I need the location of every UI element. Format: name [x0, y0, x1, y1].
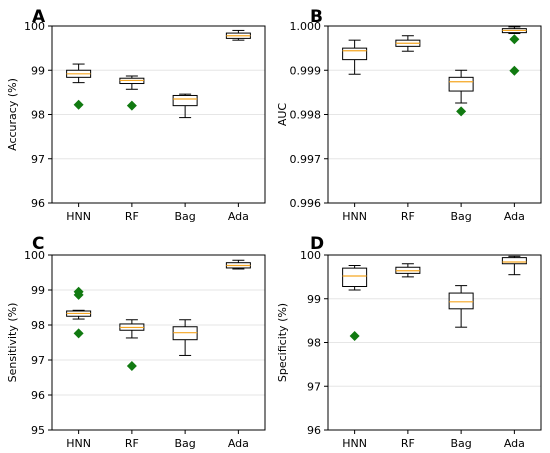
x-tick-label: HNN — [66, 437, 91, 450]
x-tick-label: Bag — [174, 210, 195, 223]
box-hnn — [66, 286, 92, 339]
y-tick-label: 100 — [300, 249, 321, 262]
box-rf — [395, 263, 421, 278]
outlier-marker — [73, 328, 84, 339]
panel-letter: B — [310, 7, 323, 27]
y-tick-label: 0.996 — [290, 197, 322, 210]
outlier-marker — [73, 99, 84, 110]
x-tick-label: Bag — [450, 210, 471, 223]
x-tick-label: Ada — [228, 437, 249, 450]
box-bag — [448, 285, 474, 328]
panel-c: 95 96 97 98 99 100 HNN RF Bag Ada Sensitivity (%) C — [6, 234, 266, 450]
box-bag — [448, 69, 474, 117]
x-tick-label: HNN — [66, 210, 91, 223]
x-tick-label: HNN — [342, 437, 367, 450]
y-tick-label: 1.000 — [290, 20, 322, 33]
box-iqr — [342, 267, 368, 287]
x-tick-label: HNN — [342, 210, 367, 223]
box-ada — [501, 255, 527, 276]
box-iqr — [172, 94, 198, 107]
box-rf — [395, 35, 421, 52]
x-tick-label: RF — [401, 437, 415, 450]
box-hnn — [66, 63, 92, 110]
box-bag — [172, 93, 198, 119]
x-tick-label: Ada — [228, 210, 249, 223]
panel-b: 0.996 0.997 0.998 0.999 1.000 HNN RF Bag Ada AUC B — [276, 7, 542, 223]
y-axis-label: Sensitivity (%) — [6, 303, 19, 383]
y-tick-label: 96 — [307, 424, 321, 437]
panel-letter: A — [32, 7, 46, 27]
y-tick-label: 97 — [307, 380, 321, 393]
x-tick-label: RF — [125, 210, 139, 223]
x-tick-label: RF — [401, 210, 415, 223]
y-tick-label: 0.999 — [290, 64, 322, 77]
box-hnn — [342, 265, 368, 341]
box-hnn — [342, 39, 368, 75]
y-tick-label: 0.998 — [290, 109, 322, 122]
panel-d: 96 97 98 99 100 HNN RF Bag Ada Specificity (%) D — [276, 234, 542, 450]
y-tick-label: 100 — [24, 249, 45, 262]
outlier-marker — [73, 289, 84, 300]
y-tick-label: 96 — [31, 389, 45, 402]
y-axis-label: AUC — [276, 103, 289, 127]
x-tick-label: RF — [125, 437, 139, 450]
y-tick-label: 98 — [31, 319, 45, 332]
box-rf — [119, 319, 145, 371]
box-ada — [225, 259, 251, 270]
box-iqr — [342, 47, 368, 61]
box-ada — [225, 29, 251, 41]
box-ada — [501, 26, 527, 76]
y-tick-label: 97 — [31, 354, 45, 367]
box-iqr — [448, 76, 474, 92]
outlier-marker — [126, 100, 137, 111]
panel-a: 96 97 98 99 100 HNN RF Bag Ada Accuracy (%) A — [6, 7, 266, 223]
x-tick-label: Bag — [174, 437, 195, 450]
box-rf — [119, 75, 145, 111]
panel-letter: C — [32, 234, 44, 254]
axes-frame — [51, 254, 266, 431]
outlier-marker — [349, 330, 360, 341]
outlier-marker — [456, 106, 467, 117]
box-bag — [172, 319, 198, 356]
y-tick-label: 96 — [31, 197, 45, 210]
y-tick-label: 0.997 — [290, 153, 322, 166]
y-tick-label: 99 — [31, 284, 45, 297]
panel-letter: D — [310, 234, 324, 254]
box-iqr — [501, 257, 527, 265]
y-axis-label: Specificity (%) — [276, 303, 289, 382]
box-iqr — [448, 292, 474, 310]
x-tick-label: Ada — [504, 437, 525, 450]
y-tick-label: 98 — [307, 337, 321, 350]
outlier-marker — [509, 34, 520, 45]
y-tick-label: 98 — [31, 109, 45, 122]
outlier-marker — [126, 360, 137, 371]
outlier-marker — [509, 65, 520, 76]
y-tick-label: 97 — [31, 153, 45, 166]
x-tick-label: Bag — [450, 437, 471, 450]
y-tick-label: 95 — [31, 424, 45, 437]
y-tick-label: 99 — [307, 293, 321, 306]
y-axis-label: Accuracy (%) — [6, 78, 19, 151]
x-tick-label: Ada — [504, 210, 525, 223]
y-tick-label: 99 — [31, 64, 45, 77]
y-tick-label: 100 — [24, 20, 45, 33]
